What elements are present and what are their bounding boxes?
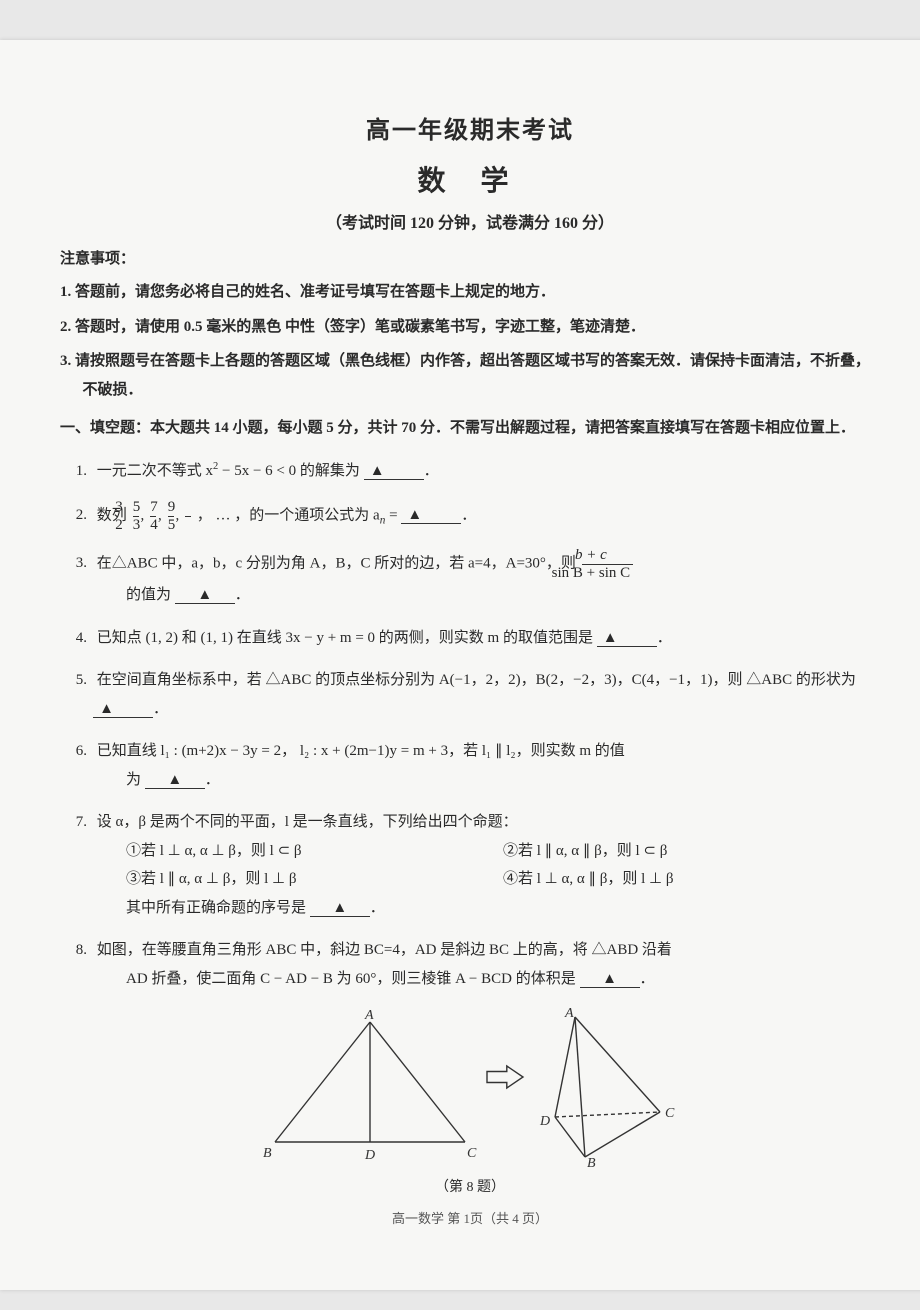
q7-options-row2: ③若 l ∥ α, α ⊥ β，则 l ⊥ β ④若 l ⊥ α, α ∥ β，…: [93, 865, 880, 894]
fraction: b + c sin B + sin C: [582, 547, 633, 581]
q3-line2: 的值为: [126, 587, 171, 603]
question-8: 8. 如图，在等腰直角三角形 ABC 中，斜边 BC=4，AD 是斜边 BC 上…: [60, 936, 880, 993]
answer-blank: ▲: [310, 901, 370, 917]
exam-page: 高一年级期末考试 数 学 （考试时间 120 分钟，试卷满分 160 分） 注意…: [0, 40, 920, 1290]
question-5: 5. 在空间直角坐标系中，若 △ABC 的顶点坐标分别为 A(−1，2，2)，B…: [60, 666, 880, 723]
q7-opt3: ③若 l ∥ α, α ⊥ β，则 l ⊥ β: [126, 865, 503, 894]
question-6: 6. 已知直线 l₁ : (m+2)x − 3y = 2， l₂ : x + (…: [60, 737, 880, 794]
q4-text: 已知点 (1, 2) 和 (1, 1) 在直线 3x − y + m = 0 的…: [97, 630, 593, 646]
answer-blank: ▲: [580, 972, 640, 988]
q7-tail-block: 其中所有正确命题的序号是 ▲．: [93, 894, 880, 923]
q1-text-b: − 5x − 6 < 0 的解集为: [218, 463, 360, 479]
section-1-heading: 一、填空题：本大题共 14 小题，每小题 5 分，共计 70 分．不需写出解题过…: [60, 414, 880, 443]
q7-options-row1: ①若 l ⊥ α, α ⊥ β，则 l ⊂ β ②若 l ∥ α, α ∥ β，…: [93, 837, 880, 866]
question-number: 4.: [60, 624, 87, 653]
svg-text:A: A: [564, 1007, 574, 1021]
svg-text:D: D: [539, 1114, 550, 1129]
q7-post: ．: [370, 900, 385, 916]
question-number: 7.: [60, 808, 87, 837]
answer-blank: ▲: [145, 773, 205, 789]
question-2: 2. 数列 32, 53, 74, 95 ， … ，的一个通项公式为 an = …: [60, 499, 880, 533]
q6-line2: 为: [126, 772, 141, 788]
svg-text:D: D: [364, 1148, 375, 1163]
q1-post: ．: [424, 463, 439, 479]
answer-blank: ▲: [175, 588, 235, 604]
q1-text-a: 一元二次不等式 x: [97, 463, 213, 479]
answer-blank: ▲: [93, 702, 153, 718]
q3-line2-block: 的值为 ▲．: [93, 581, 880, 610]
q5-text: 在空间直角坐标系中，若 △ABC 的顶点坐标分别为 A(−1，2，2)，B(2，…: [97, 672, 856, 688]
question-number: 8.: [60, 936, 87, 965]
question-1: 1. 一元二次不等式 x2 − 5x − 6 < 0 的解集为 ▲．: [60, 457, 880, 486]
fraction: 95: [185, 499, 191, 533]
question-number: 1.: [60, 457, 87, 486]
q7-intro: 设 α，β 是两个不同的平面，l 是一条直线，下列给出四个命题：: [97, 814, 518, 830]
figure-q8: A B C D A B C D （第 8 题）: [60, 1007, 880, 1196]
page-footer: 高一数学 第 1页（共 4 页）: [60, 1208, 880, 1227]
q8-diagram: A B C D A B C D: [255, 1007, 685, 1167]
q7-opt4: ④若 l ⊥ α, α ∥ β，则 l ⊥ β: [503, 865, 880, 894]
exam-info: （考试时间 120 分钟，试卷满分 160 分）: [60, 209, 880, 233]
q2-pre: 数列: [97, 507, 131, 523]
q8-line2: AD 折叠，使二面角 C − AD − B 为 60°，则三棱锥 A − BCD…: [126, 971, 576, 987]
q5-post: ．: [153, 701, 168, 717]
q8-post: ．: [640, 971, 655, 987]
q7-tail: 其中所有正确命题的序号是: [126, 900, 306, 916]
question-number: 5.: [60, 666, 87, 695]
notice-item: 2. 答题时，请使用 0.5 毫米的黑色 中性（签字）笔或碳素笔书写，字迹工整，…: [60, 313, 880, 342]
question-number: 2.: [60, 501, 87, 530]
q6-line2-block: 为 ▲．: [93, 766, 880, 795]
q4-post: ．: [657, 630, 672, 646]
answer-blank: ▲: [401, 508, 461, 524]
q7-opt1: ①若 l ⊥ α, α ⊥ β，则 l ⊂ β: [126, 837, 503, 866]
q3-post: ．: [235, 587, 250, 603]
svg-text:B: B: [263, 1146, 272, 1161]
q8-line2-block: AD 折叠，使二面角 C − AD − B 为 60°，则三棱锥 A − BCD…: [93, 965, 880, 994]
question-number: 6.: [60, 737, 87, 766]
q3-line1: 在△ABC 中，a，b，c 分别为角 A，B，C 所对的边，若 a=4，A=30…: [97, 555, 580, 571]
question-3: 3. 在△ABC 中，a，b，c 分别为角 A，B，C 所对的边，若 a=4，A…: [60, 547, 880, 610]
notice-heading: 注意事项：: [60, 247, 880, 268]
q8-line1: 如图，在等腰直角三角形 ABC 中，斜边 BC=4，AD 是斜边 BC 上的高，…: [97, 942, 672, 958]
q7-opt2: ②若 l ∥ α, α ∥ β，则 l ⊂ β: [503, 837, 880, 866]
svg-text:C: C: [665, 1106, 675, 1121]
question-4: 4. 已知点 (1, 2) 和 (1, 1) 在直线 3x − y + m = …: [60, 624, 880, 653]
q2-post: =: [385, 507, 401, 523]
answer-blank: ▲: [597, 631, 657, 647]
title-main: 高一年级期末考试: [60, 110, 880, 145]
answer-blank: ▲: [364, 464, 424, 480]
q6-post: ．: [205, 772, 220, 788]
q6-line1: 已知直线 l₁ : (m+2)x − 3y = 2， l₂ : x + (2m−…: [97, 743, 625, 759]
svg-text:A: A: [364, 1008, 374, 1023]
notice-item: 1. 答题前，请您务必将自己的姓名、准考证号填写在答题卡上规定的地方．: [60, 278, 880, 307]
svg-text:C: C: [467, 1146, 477, 1161]
title-subject: 数 学: [60, 159, 880, 199]
notice-item: 3. 请按照题号在答题卡上各题的答题区域（黑色线框）内作答，超出答题区域书写的答…: [60, 347, 880, 404]
figure-caption: （第 8 题）: [60, 1176, 880, 1196]
question-7: 7. 设 α，β 是两个不同的平面，l 是一条直线，下列给出四个命题： ①若 l…: [60, 808, 880, 922]
svg-text:B: B: [587, 1156, 596, 1167]
q2-mid: ， … ，的一个通项公式为 a: [197, 507, 380, 523]
question-number: 3.: [60, 549, 87, 578]
